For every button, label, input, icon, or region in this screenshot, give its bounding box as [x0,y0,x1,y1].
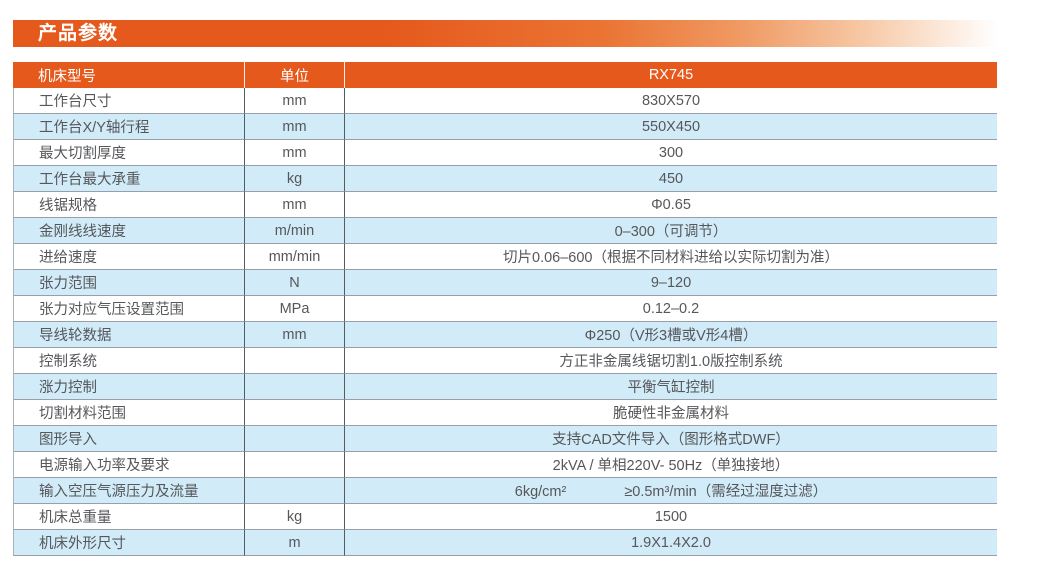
spec-table: 机床型号 单位 RX745 工作台尺寸 mm 830X570 工作台X/Y轴行程 mm 5… [13,62,997,556]
header-unit-label: 单位 [245,62,345,88]
table-row: 电源输入功率及要求 2kVA / 单相220V- 50Hz（单独接地） [13,452,997,478]
cell-name: 金刚线线速度 [13,218,245,244]
cell-name: 工作台最大承重 [13,166,245,192]
cell-value: 平衡气缸控制 [345,374,997,400]
cell-unit: mm [245,88,345,114]
cell-name: 工作台X/Y轴行程 [13,114,245,140]
spec-table-header: 机床型号 单位 RX745 [13,62,997,88]
spec-table-body: 工作台尺寸 mm 830X570 工作台X/Y轴行程 mm 550X450 最大切割厚度 mm… [13,88,997,556]
cell-name: 张力对应气压设置范围 [13,296,245,322]
cell-unit: MPa [245,296,345,322]
cell-name: 输入空压气源压力及流量 [13,478,245,504]
cell-name: 电源输入功率及要求 [13,452,245,478]
table-row: 涨力控制 平衡气缸控制 [13,374,997,400]
table-row: 机床外形尺寸 m 1.9X1.4X2.0 [13,530,997,556]
cell-value: 支持CAD文件导入（图形格式DWF） [345,426,997,452]
cell-value: 2kVA / 单相220V- 50Hz（单独接地） [345,452,997,478]
cell-value: 830X570 [345,88,997,114]
header-row: 机床型号 单位 RX745 [13,62,997,88]
table-row: 进给速度 mm/min 切片0.06–600（根据不同材料进给以实际切割为准） [13,244,997,270]
cell-name: 线锯规格 [13,192,245,218]
table-row: 控制系统 方正非金属线锯切割1.0版控制系统 [13,348,997,374]
cell-name: 机床总重量 [13,504,245,530]
table-row: 导线轮数据 mm Φ250（V形3槽或V形4槽） [13,322,997,348]
cell-unit: mm [245,114,345,140]
table-row: 金刚线线速度 m/min 0–300（可调节） [13,218,997,244]
cell-value: 300 [345,140,997,166]
cell-value: 450 [345,166,997,192]
cell-unit: mm [245,140,345,166]
cell-value: 550X450 [345,114,997,140]
cell-name: 进给速度 [13,244,245,270]
cell-unit [245,348,345,374]
cell-unit: mm [245,322,345,348]
table-row: 图形导入 支持CAD文件导入（图形格式DWF） [13,426,997,452]
cell-unit [245,374,345,400]
section-title: 产品参数 [38,23,119,44]
cell-unit [245,452,345,478]
table-row: 工作台尺寸 mm 830X570 [13,88,997,114]
cell-unit [245,426,345,452]
cell-unit: m/min [245,218,345,244]
cell-name: 图形导入 [13,426,245,452]
table-row: 输入空压气源压力及流量 6kg/cm² ≥0.5m³/min（需经过湿度过滤） [13,478,997,504]
cell-value: 1.9X1.4X2.0 [345,530,997,556]
cell-name: 张力范围 [13,270,245,296]
cell-unit: kg [245,504,345,530]
cell-name: 涨力控制 [13,374,245,400]
cell-name: 切割材料范围 [13,400,245,426]
cell-value: 6kg/cm² ≥0.5m³/min（需经过湿度过滤） [345,478,997,504]
table-row: 切割材料范围 脆硬性非金属材料 [13,400,997,426]
cell-value: Φ0.65 [345,192,997,218]
cell-name: 导线轮数据 [13,322,245,348]
cell-name: 机床外形尺寸 [13,530,245,556]
cell-value: 9–120 [345,270,997,296]
cell-value: 脆硬性非金属材料 [345,400,997,426]
table-row: 最大切割厚度 mm 300 [13,140,997,166]
table-row: 工作台最大承重 kg 450 [13,166,997,192]
cell-name: 最大切割厚度 [13,140,245,166]
cell-unit: mm/min [245,244,345,270]
cell-value: 1500 [345,504,997,530]
cell-value: 方正非金属线锯切割1.0版控制系统 [345,348,997,374]
cell-unit: kg [245,166,345,192]
cell-name: 控制系统 [13,348,245,374]
table-row: 张力对应气压设置范围 MPa 0.12–0.2 [13,296,997,322]
cell-value: 0–300（可调节） [345,218,997,244]
table-row: 线锯规格 mm Φ0.65 [13,192,997,218]
cell-unit: N [245,270,345,296]
cell-value: Φ250（V形3槽或V形4槽） [345,322,997,348]
cell-unit [245,400,345,426]
cell-name: 工作台尺寸 [13,88,245,114]
table-row: 机床总重量 kg 1500 [13,504,997,530]
table-row: 工作台X/Y轴行程 mm 550X450 [13,114,997,140]
cell-value: 0.12–0.2 [345,296,997,322]
header-model-label: 机床型号 [13,62,245,88]
cell-unit: m [245,530,345,556]
cell-unit: mm [245,192,345,218]
cell-value: 切片0.06–600（根据不同材料进给以实际切割为准） [345,244,997,270]
cell-unit [245,478,345,504]
table-row: 张力范围 N 9–120 [13,270,997,296]
header-model-value: RX745 [345,62,997,88]
section-banner: 产品参数 [13,20,998,47]
